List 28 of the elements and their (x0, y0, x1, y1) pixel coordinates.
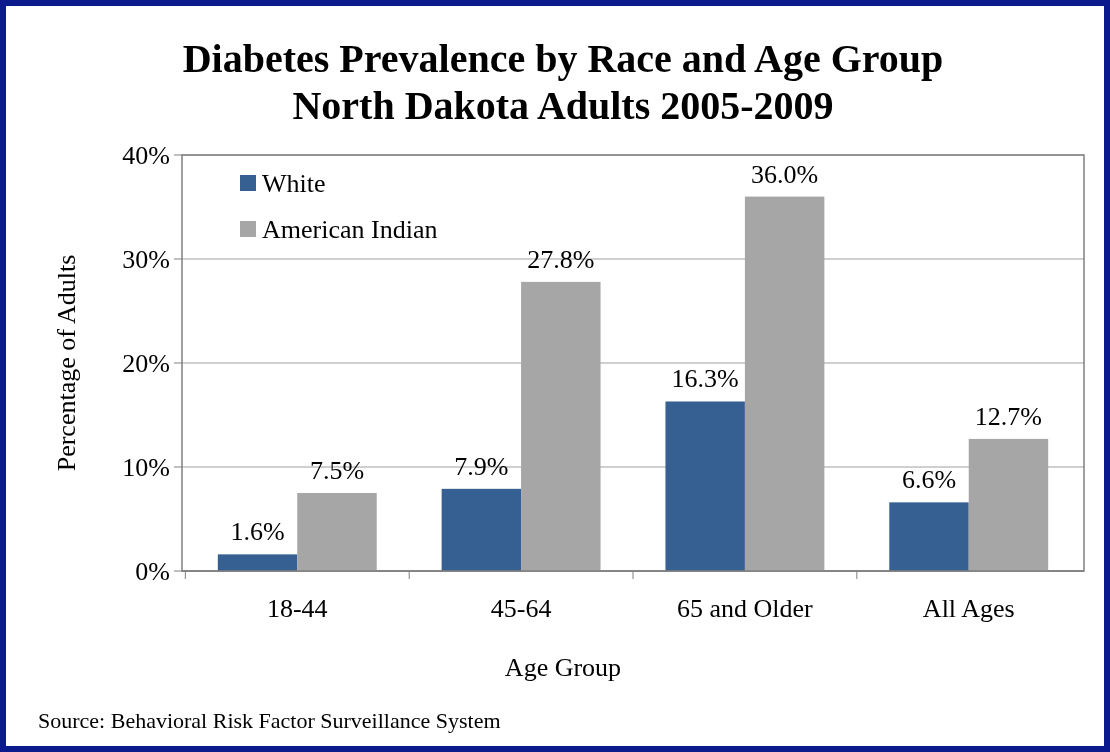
x-tick-label: 18-44 (266, 594, 328, 623)
x-tick-label: 65 and Older (677, 594, 814, 623)
chart-title: Diabetes Prevalence by Race and Age Group North Dakota Adults 2005-2009 (182, 36, 944, 128)
data-label: 16.3% (671, 364, 739, 394)
y-tick-label: 10% (122, 453, 170, 483)
bar (217, 554, 298, 571)
bar (665, 401, 745, 571)
bar (889, 502, 969, 571)
y-tick-label: 0% (135, 557, 170, 587)
bar (441, 488, 522, 571)
legend-label: American Indian (262, 215, 438, 245)
x-tick-label: 45-64 (490, 594, 552, 623)
data-label: 7.5% (309, 456, 365, 485)
data-label: 6.6% (901, 465, 957, 495)
x-axis-title: Age Group (504, 653, 622, 682)
data-label: 12.7% (974, 401, 1043, 431)
y-tick-label: 20% (122, 349, 170, 379)
data-label: 27.8% (527, 244, 595, 274)
y-tick-label: 40% (122, 141, 170, 171)
x-tick-label: All Ages (922, 594, 1015, 623)
data-label: 7.9% (454, 451, 509, 481)
legend-label: White (262, 169, 326, 199)
y-axis-title: Percentage of Adults (52, 254, 81, 472)
bar (297, 493, 377, 571)
data-label: 1.6% (230, 517, 285, 547)
source-note: Source: Behavioral Risk Factor Surveillance System (38, 708, 501, 733)
y-tick-label: 30% (122, 245, 170, 275)
data-label: 36.0% (751, 159, 819, 189)
